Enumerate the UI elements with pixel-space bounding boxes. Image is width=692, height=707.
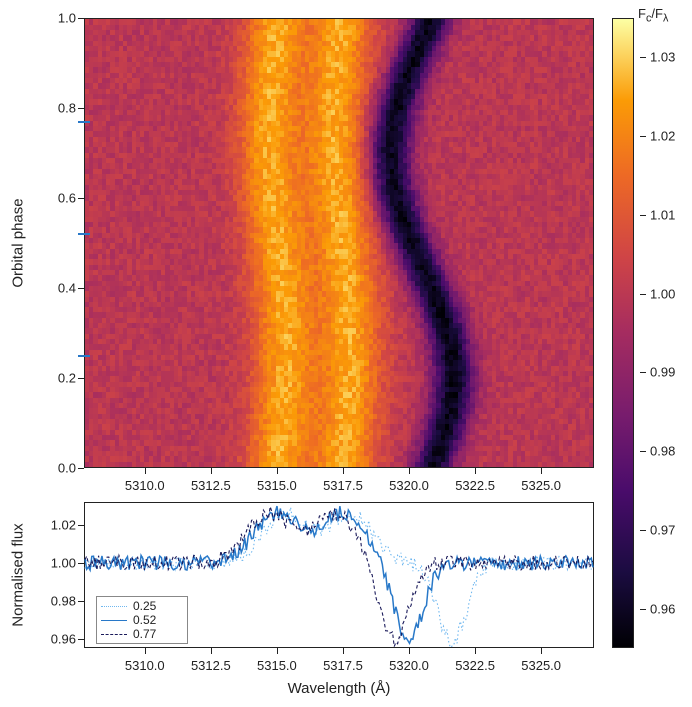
legend-label: 0.77 xyxy=(133,627,156,641)
heatmap-xtick-label: 5315.0 xyxy=(257,478,297,493)
heatmap-ytick-label: 0.4 xyxy=(46,281,76,296)
lineplot-xtick-label: 5312.5 xyxy=(191,658,231,673)
colorbar-title: Fc/Fλ xyxy=(638,6,668,25)
lineplot-xtick-label: 5325.0 xyxy=(521,658,561,673)
legend-label: 0.52 xyxy=(133,613,156,627)
legend-swatch xyxy=(101,606,127,607)
colorbar-tick-label: 0.96 xyxy=(650,601,675,616)
phase-marker xyxy=(78,233,90,235)
heatmap-xtick-label: 5325.0 xyxy=(521,478,561,493)
colorbar-tick-label: 0.98 xyxy=(650,444,675,459)
heatmap-xtick-label: 5310.0 xyxy=(125,478,165,493)
legend-entry: 0.25 xyxy=(101,599,183,613)
lineplot-xtick-label: 5310.0 xyxy=(125,658,165,673)
lineplot-xtick-label: 5322.5 xyxy=(455,658,495,673)
lineplot-xtick-label: 5317.5 xyxy=(323,658,363,673)
heatmap-ytick-label: 0.0 xyxy=(46,461,76,476)
colorbar-tick-label: 1.03 xyxy=(650,50,675,65)
lineplot-ytick-label: 0.98 xyxy=(40,593,76,608)
colorbar-gradient xyxy=(613,19,633,647)
lineplot-ytick-label: 0.96 xyxy=(40,631,76,646)
colorbar-tick-label: 1.00 xyxy=(650,286,675,301)
lineplot-xtick-label: 5315.0 xyxy=(257,658,297,673)
legend-swatch xyxy=(101,620,127,621)
heatmap-xtick-label: 5312.5 xyxy=(191,478,231,493)
lineplot-xtick-label: 5320.0 xyxy=(389,658,429,673)
legend-entry: 0.77 xyxy=(101,627,183,641)
heatmap-xtick-label: 5320.0 xyxy=(389,478,429,493)
phase-marker xyxy=(78,121,90,123)
colorbar xyxy=(612,18,634,648)
phase-marker xyxy=(78,355,90,357)
colorbar-tick-label: 0.99 xyxy=(650,365,675,380)
heatmap-ytick-label: 0.6 xyxy=(46,191,76,206)
legend-entry: 0.52 xyxy=(101,613,183,627)
colorbar-tick-label: 0.97 xyxy=(650,522,675,537)
heatmap-ytick-label: 0.2 xyxy=(46,371,76,386)
heatmap-panel xyxy=(84,18,594,468)
figure-root: Fc/Fλ 0.0 0.2 0.4 0.6 0.8 1.0 Orbital phase 5… xyxy=(0,0,692,707)
heatmap-ytick-label: 1.0 xyxy=(46,11,76,26)
heatmap-cells xyxy=(85,19,593,467)
lineplot-legend: 0.250.520.77 xyxy=(96,596,188,644)
heatmap-xtick-label: 5322.5 xyxy=(455,478,495,493)
legend-label: 0.25 xyxy=(133,599,156,613)
lineplot-y-label: Normalised flux xyxy=(10,523,27,626)
colorbar-tick-label: 1.02 xyxy=(650,129,675,144)
heatmap-xtick-label: 5317.5 xyxy=(323,478,363,493)
lineplot-ytick-label: 1.00 xyxy=(40,555,76,570)
heatmap-ytick-label: 0.8 xyxy=(46,101,76,116)
legend-swatch xyxy=(101,634,127,635)
lineplot-x-label: Wavelength (Å) xyxy=(288,680,391,697)
heatmap-y-label: Orbital phase xyxy=(10,198,27,287)
lineplot-ytick-label: 1.02 xyxy=(40,517,76,532)
colorbar-tick-label: 1.01 xyxy=(650,207,675,222)
